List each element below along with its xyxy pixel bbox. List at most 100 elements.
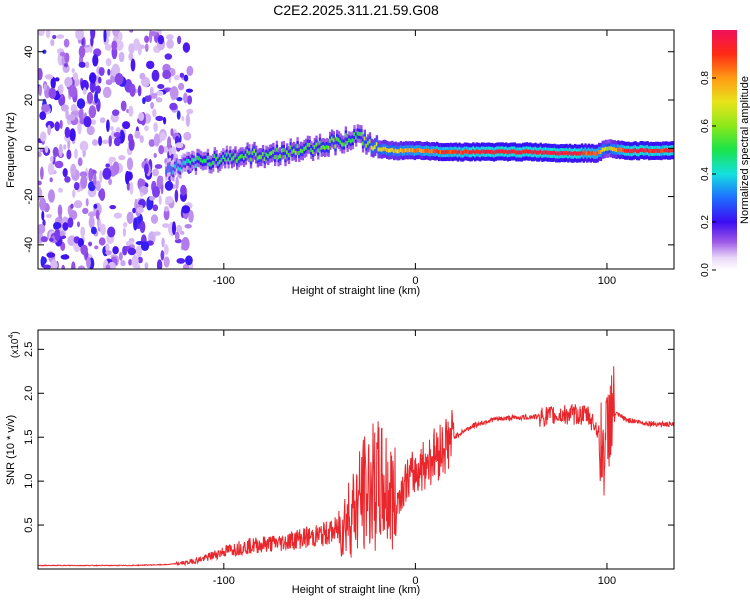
- noise-blob: [128, 259, 133, 266]
- ridge-core: [224, 157, 227, 162]
- ridge-core: [425, 148, 429, 153]
- noise-blob: [88, 211, 95, 218]
- noise-blob: [144, 163, 149, 175]
- ridge-core: [648, 149, 651, 154]
- ridge-core: [605, 146, 608, 151]
- noise-blob: [108, 178, 112, 186]
- noise-blob: [58, 143, 63, 158]
- noise-blob: [181, 205, 191, 214]
- ridge-core: [292, 148, 296, 153]
- noise-blob: [166, 34, 174, 41]
- noise-blob: [128, 52, 134, 61]
- noise-blob: [149, 196, 156, 201]
- noise-blob: [161, 237, 165, 248]
- ridge-core: [244, 153, 248, 158]
- ridge-core: [363, 136, 366, 141]
- ridge-core: [632, 148, 635, 153]
- noise-blob: [42, 49, 47, 54]
- ridge-core: [353, 132, 356, 137]
- ridge-core: [322, 145, 325, 149]
- noise-blob: [149, 30, 158, 37]
- ridge-core: [192, 158, 196, 163]
- noise-blob: [91, 119, 97, 125]
- ridge-core: [544, 150, 548, 155]
- ridge-core: [489, 149, 492, 154]
- ridge-core: [206, 155, 210, 160]
- ridge-core: [270, 151, 273, 156]
- ridge-core: [501, 149, 504, 154]
- noise-blob: [38, 223, 46, 235]
- noise-blob: [76, 98, 86, 109]
- noise-blob: [82, 207, 89, 215]
- noise-blob: [177, 35, 182, 45]
- ridge-core: [598, 149, 601, 154]
- ridge-core: [656, 148, 660, 153]
- noise-blob: [157, 35, 165, 45]
- noise-blob: [122, 227, 126, 237]
- ridge-core: [430, 149, 434, 153]
- ridge-core: [167, 165, 170, 170]
- ridge-core: [491, 149, 494, 154]
- noise-blob: [168, 147, 172, 156]
- ridge-core: [211, 160, 215, 165]
- ridge-core: [382, 146, 385, 151]
- noise-blob: [109, 205, 117, 210]
- ridge-core: [239, 154, 242, 159]
- colorbar-ticks: 0.0 0.2 0.4 0.6 0.8: [700, 71, 716, 277]
- noise-blob: [128, 138, 135, 151]
- noise-blob: [185, 255, 193, 266]
- spectrogram-xlabel: Height of straight line (km): [292, 285, 420, 297]
- noise-blob: [136, 207, 144, 214]
- noise-blob: [113, 212, 122, 219]
- noise-blob: [63, 144, 67, 150]
- noise-blob: [186, 108, 194, 115]
- ridge-core: [437, 150, 441, 155]
- ridge-core: [318, 140, 322, 145]
- ridge-core: [284, 155, 287, 160]
- ridge-core: [596, 151, 599, 156]
- noise-blob: [47, 162, 55, 176]
- ridge-core: [175, 161, 179, 166]
- ridge-core: [280, 148, 284, 153]
- noise-blob: [86, 257, 91, 269]
- noise-blob: [92, 139, 98, 146]
- ridge-core: [627, 148, 630, 153]
- colorbar-tick-label: 0.0: [700, 263, 711, 277]
- ridge-core: [511, 149, 515, 154]
- colorbar-tick-label: 0.2: [700, 215, 711, 229]
- ridge-core: [618, 148, 622, 153]
- noise-blob: [44, 145, 49, 153]
- y-tick-label: 2.0: [23, 386, 35, 401]
- noise-blob: [118, 51, 125, 63]
- y-tick-label: 40: [23, 46, 35, 58]
- noise-blob: [45, 213, 52, 219]
- noise-blob: [59, 51, 66, 57]
- noise-blob: [83, 87, 87, 95]
- ridge-core: [241, 154, 244, 159]
- ridge-core: [672, 148, 674, 153]
- ridge-core: [589, 151, 592, 156]
- noise-blob: [175, 176, 179, 190]
- noise-blob: [39, 197, 47, 211]
- spectrogram-ticks: -100 0 100 -40 -20 0 20 40: [23, 30, 674, 287]
- ridge-core: [636, 149, 639, 154]
- ridge-core: [568, 150, 572, 155]
- noise-blob: [85, 198, 89, 207]
- ridge-core: [542, 150, 546, 155]
- noise-blob: [66, 114, 76, 121]
- ridge-core: [374, 145, 377, 150]
- noise-blob: [56, 34, 65, 39]
- noise-blob: [94, 245, 99, 250]
- noise-blob: [77, 221, 80, 228]
- ridge-core: [208, 162, 211, 167]
- noise-blob: [108, 135, 112, 147]
- noise-blob: [40, 236, 48, 243]
- ridge-core: [451, 150, 454, 155]
- ridge-core: [405, 148, 408, 153]
- noise-blob: [64, 52, 70, 63]
- noise-blob: [163, 256, 170, 268]
- ridge-core: [601, 147, 604, 152]
- ridge-core: [439, 149, 442, 154]
- ridge-core: [461, 150, 465, 155]
- ridge-core: [584, 150, 587, 155]
